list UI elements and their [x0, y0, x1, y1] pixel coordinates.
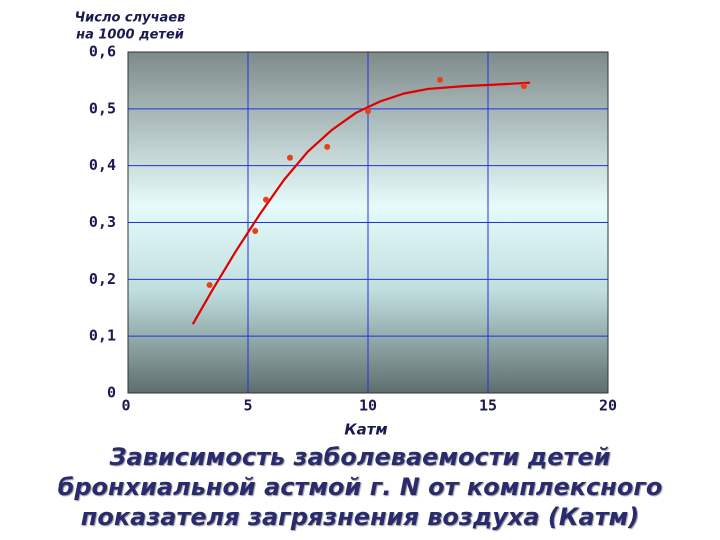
plot-border	[127, 51, 609, 394]
x-tick-label: 20	[599, 397, 617, 415]
data-point	[206, 282, 213, 289]
x-tick-label: 0	[121, 397, 130, 415]
y-tick-label: 0,2	[89, 270, 116, 288]
x-tick-label: 5	[243, 397, 252, 415]
data-point	[263, 196, 269, 203]
data-point	[287, 154, 293, 161]
data-point	[437, 76, 443, 83]
y-tick-label: 0,1	[89, 327, 116, 345]
y-tick-label: 0,6	[89, 43, 116, 61]
data-point	[252, 228, 259, 235]
y-tick-label: 0,5	[89, 99, 116, 117]
x-axis-label: Катм	[344, 421, 387, 439]
x-tick-label: 15	[479, 397, 497, 415]
y-tick-label: 0	[107, 384, 116, 402]
y-axis-label: Число случаев	[75, 11, 186, 26]
y-tick-label: 0,3	[89, 213, 116, 231]
data-point	[324, 143, 331, 150]
chart: Число случаев на 1000 детей Катм 0 0,1 0,2…	[75, 11, 617, 439]
title-line: бронхиальной астмой г. N от комплексного	[57, 473, 663, 501]
data-point	[365, 108, 371, 115]
data-point	[521, 83, 527, 90]
chart-title: Зависимость заболеваемости детей бронхиал…	[0, 442, 720, 532]
fit-line	[191, 81, 531, 325]
y-axis-label: на 1000 детей	[76, 28, 184, 43]
y-tick-label: 0,4	[89, 156, 116, 174]
x-tick-label: 10	[359, 397, 377, 415]
title-line: показателя загрязнения воздуха (Катм)	[80, 503, 640, 531]
title-line: Зависимость заболеваемости детей	[109, 443, 611, 471]
